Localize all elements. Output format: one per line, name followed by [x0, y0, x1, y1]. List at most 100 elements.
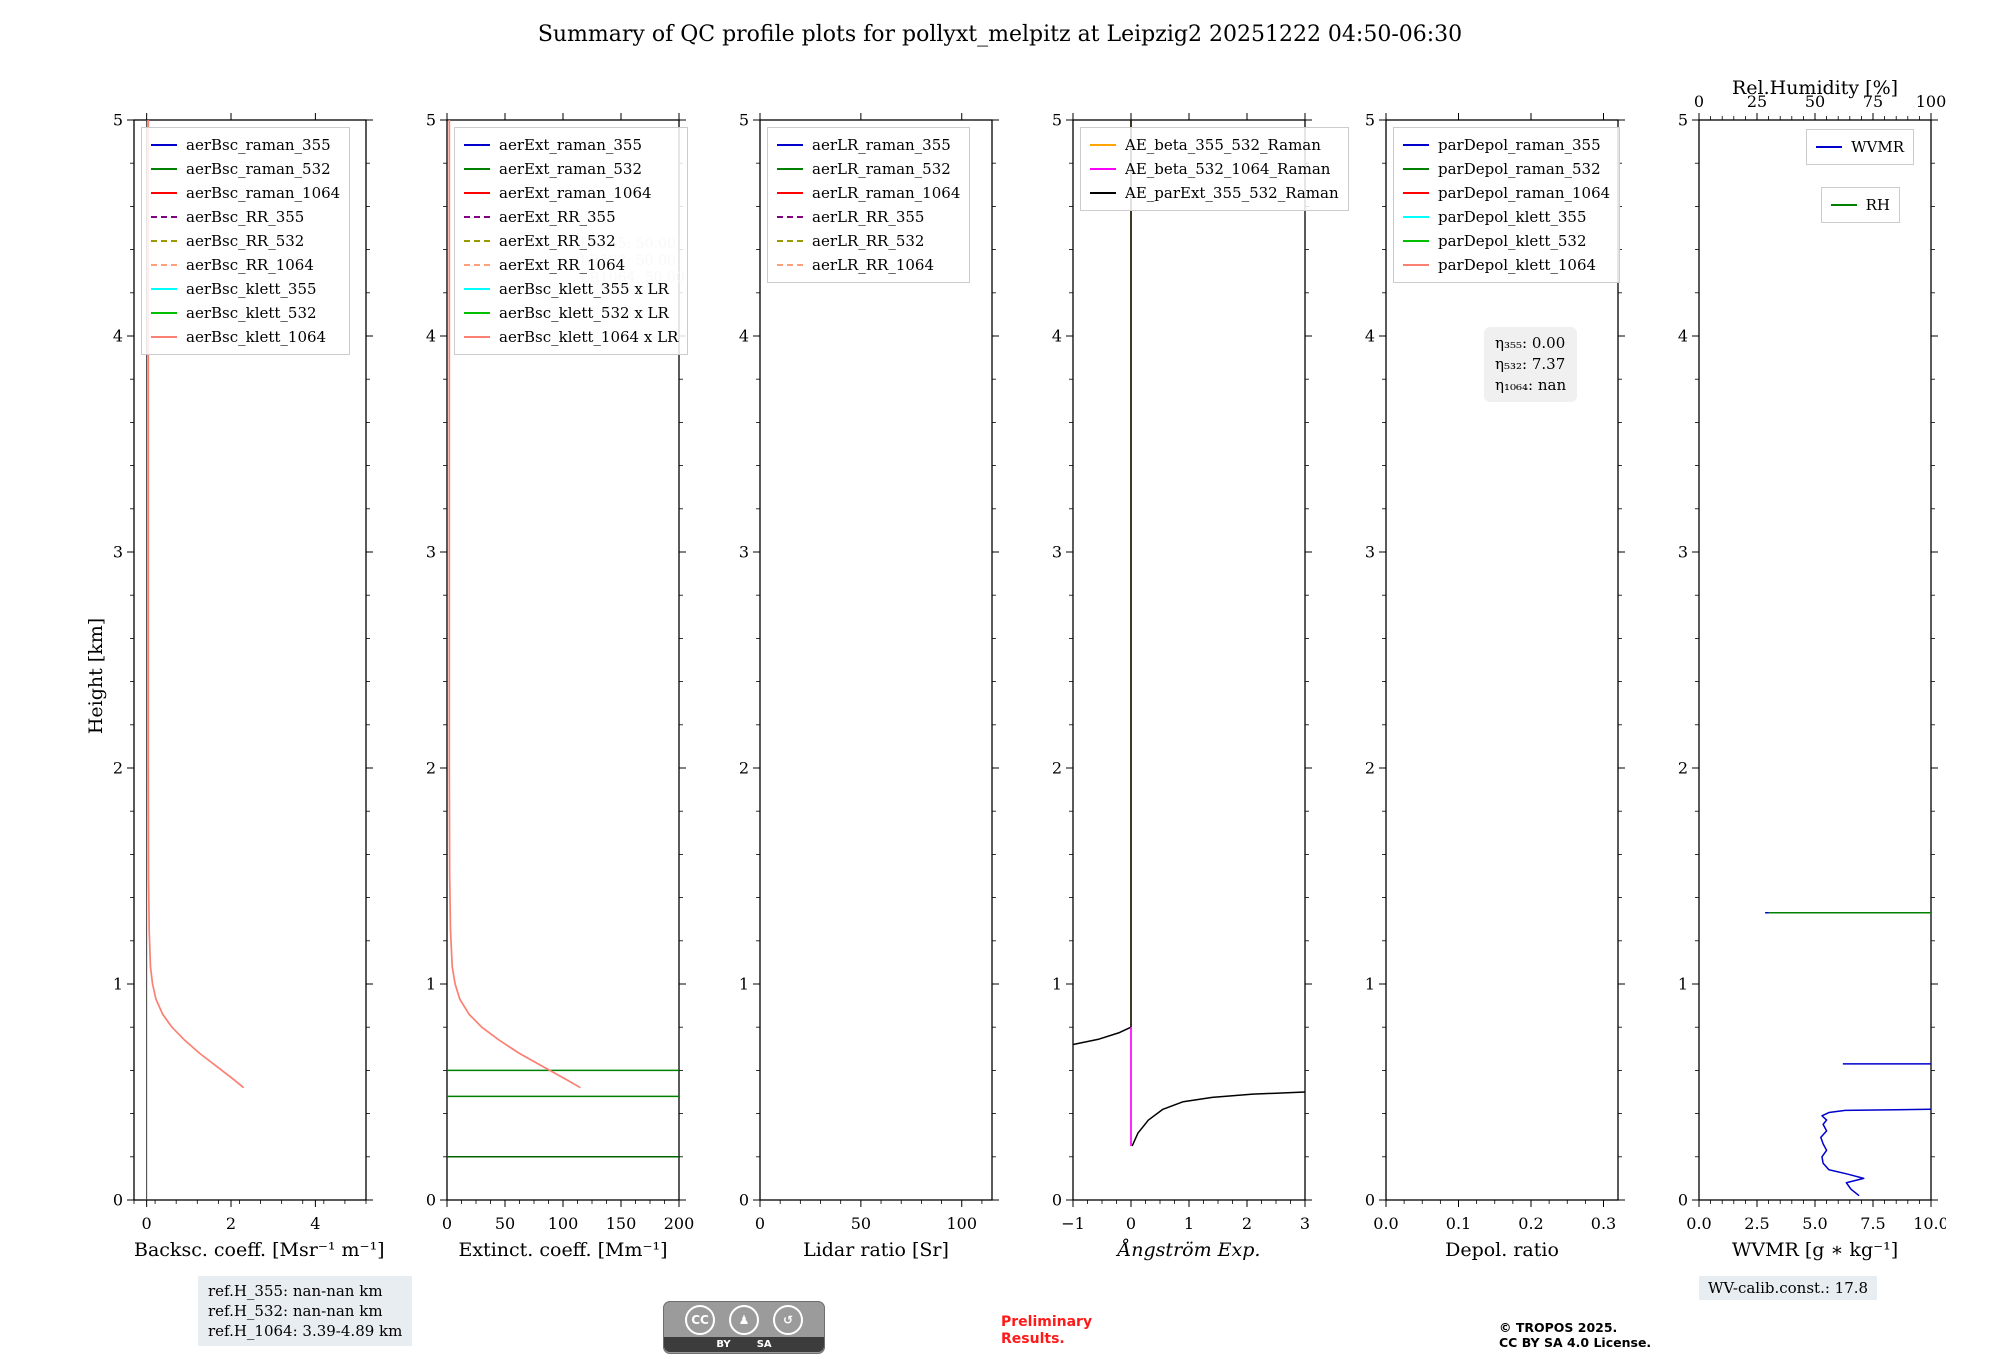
legend-item: aerBsc_klett_532 — [151, 301, 340, 325]
legend-item: parDepol_raman_532 — [1403, 157, 1610, 181]
legend-rh: RH — [1820, 187, 1900, 223]
tick-label: 2 — [1052, 759, 1062, 778]
tick-label: 1 — [739, 975, 749, 994]
plot-frame — [1385, 119, 1619, 1201]
legend-line-swatch — [151, 144, 177, 146]
legend: aerLR_raman_355 aerLR_raman_532 aerLR_rama… — [767, 127, 971, 283]
tick-label: 200 — [664, 1214, 694, 1233]
series-aerBsc_klett_1064 — [147, 120, 245, 1089]
cc-badge-icons: CC ♟ ↺ — [685, 1305, 803, 1335]
legend-item: aerBsc_RR_355 — [151, 205, 340, 229]
legend-label: aerExt_raman_532 — [499, 160, 642, 178]
legend-line-swatch — [151, 264, 177, 266]
tick-label: 2 — [1678, 759, 1688, 778]
tick-label: 25 — [1747, 92, 1767, 111]
figure-title: Summary of QC profile plots for pollyxt_… — [537, 22, 1463, 47]
tick-label: 150 — [606, 1214, 637, 1233]
legend-line-swatch — [151, 288, 177, 290]
legend-item: aerBsc_RR_532 — [151, 229, 340, 253]
legend-line-swatch — [1830, 204, 1857, 206]
legend-item: aerExt_raman_355 — [464, 133, 678, 157]
cc-by-sa-badge: CC ♟ ↺ BY SA — [663, 1301, 825, 1354]
legend-line-swatch — [1090, 168, 1116, 170]
legend-label: parDepol_raman_355 — [1438, 136, 1601, 154]
panel-depol: 0 1 2 3 4 5 0.0 0.1 0.2 0.3 η₃₅₅: 0.00 η₅₃₂: 7.37… — [1316, 45, 1633, 1285]
tick-label: 2 — [1242, 1214, 1252, 1233]
legend-item: aerLR_RR_355 — [777, 205, 960, 229]
legend-label: aerExt_RR_1064 — [499, 256, 626, 274]
panel-backscatter: 0 1 2 3 4 5 0 2 4 Backsc. coeff. [Msr⁻¹ m⁻¹] aer… — [64, 45, 385, 1285]
tick-label: 75 — [1863, 92, 1883, 111]
tick-label: 1 — [1184, 1214, 1194, 1233]
tick-label: 1 — [1678, 975, 1688, 994]
series-group — [1073, 120, 1305, 1147]
xlabel-wvmr: WVMR [g ∗ kg⁻¹] — [1731, 1239, 1899, 1261]
legend-line-swatch — [1403, 216, 1429, 218]
legend-line-swatch — [464, 144, 490, 146]
legend: AE_beta_355_532_Raman AE_beta_532_1064_Ra… — [1080, 127, 1349, 211]
legend-label: aerBsc_raman_355 — [186, 136, 331, 154]
axes — [127, 113, 373, 1207]
legend-item: aerExt_RR_1064 — [464, 253, 678, 277]
legend-line-swatch — [1403, 144, 1429, 146]
legend: WVMR — [1806, 129, 1914, 165]
tick-label: 0 — [1052, 1191, 1062, 1210]
tick-label: 5 — [739, 111, 749, 130]
tick-label: 1 — [426, 975, 436, 994]
legend-line-swatch — [151, 216, 177, 218]
tick-label: 0.0 — [1373, 1214, 1398, 1233]
legend: aerBsc_raman_355 aerBsc_raman_532 aerBsc_r… — [141, 127, 351, 355]
reference-height-annotation: ref.H_355: nan-nan km ref.H_532: nan-nan… — [198, 1276, 413, 1346]
tick-label: 5 — [426, 111, 436, 130]
legend-label: WVMR — [1851, 138, 1904, 156]
legend-line-swatch — [1816, 146, 1843, 148]
series-AE_parExt_355_532_Raman — [1073, 1026, 1132, 1046]
legend-label: aerLR_RR_355 — [812, 208, 925, 226]
legend-item: aerBsc_klett_355 — [151, 277, 340, 301]
legend-label: aerBsc_klett_355 — [186, 280, 317, 298]
legend-line-swatch — [464, 312, 490, 314]
legend-line-swatch — [151, 192, 177, 194]
legend-label: aerLR_raman_532 — [812, 160, 951, 178]
legend-item: aerBsc_klett_1064 x LR — [464, 325, 678, 349]
xlabel-extinction: Extinct. coeff. [Mm⁻¹] — [458, 1239, 668, 1261]
legend-item: aerBsc_klett_532 x LR — [464, 301, 678, 325]
series-group — [1765, 911, 1931, 1197]
tick-label: 4 — [310, 1214, 320, 1233]
tick-label: 100 — [548, 1214, 579, 1233]
tick-label: 5 — [1678, 111, 1688, 130]
axes — [440, 113, 686, 1207]
xlabel-backscatter: Backsc. coeff. [Msr⁻¹ m⁻¹] — [134, 1239, 385, 1261]
depol-calibration-annotation: η₃₅₅: 0.00 η₅₃₂: 7.37 η₁₀₆₄: nan — [1484, 327, 1578, 402]
legend-item: aerExt_RR_532 — [464, 229, 678, 253]
tick-label: 0 — [1694, 92, 1704, 111]
tick-label: 5 — [1052, 111, 1062, 130]
cc-caption-by: BY — [716, 1339, 731, 1350]
legend-label: parDepol_klett_1064 — [1438, 256, 1597, 274]
legend-label: aerBsc_klett_1064 x LR — [499, 328, 679, 346]
legend-line-swatch — [151, 312, 177, 314]
legend-line-swatch — [1090, 144, 1116, 146]
series-AE_parExt_355_532_Raman — [1131, 1091, 1305, 1147]
tick-label: 1 — [1052, 975, 1062, 994]
plot-frame — [1698, 119, 1932, 1201]
tick-label: 3 — [1365, 543, 1375, 562]
legend-item: parDepol_raman_1064 — [1403, 181, 1610, 205]
tick-label: 3 — [1300, 1214, 1310, 1233]
legend-label: aerBsc_raman_1064 — [186, 184, 341, 202]
legend-item: aerExt_RR_355 — [464, 205, 678, 229]
preliminary-line-1: Preliminary — [1001, 1314, 1093, 1330]
legend-label: parDepol_klett_532 — [1438, 232, 1587, 250]
legend-label: aerExt_raman_1064 — [499, 184, 652, 202]
tick-label: 0 — [442, 1214, 452, 1233]
copyright-line-2: CC BY SA 4.0 License. — [1499, 1335, 1652, 1350]
tick-label: 3 — [113, 543, 123, 562]
copyright-line-1: © TROPOS 2025. — [1499, 1320, 1618, 1335]
tick-label: 0 — [142, 1214, 152, 1233]
legend-item: aerLR_raman_1064 — [777, 181, 960, 205]
attribution-person-icon: ♟ — [729, 1305, 759, 1335]
tick-label: 50 — [495, 1214, 515, 1233]
tick-label: 4 — [1678, 327, 1688, 346]
legend-item: aerLR_RR_1064 — [777, 253, 960, 277]
